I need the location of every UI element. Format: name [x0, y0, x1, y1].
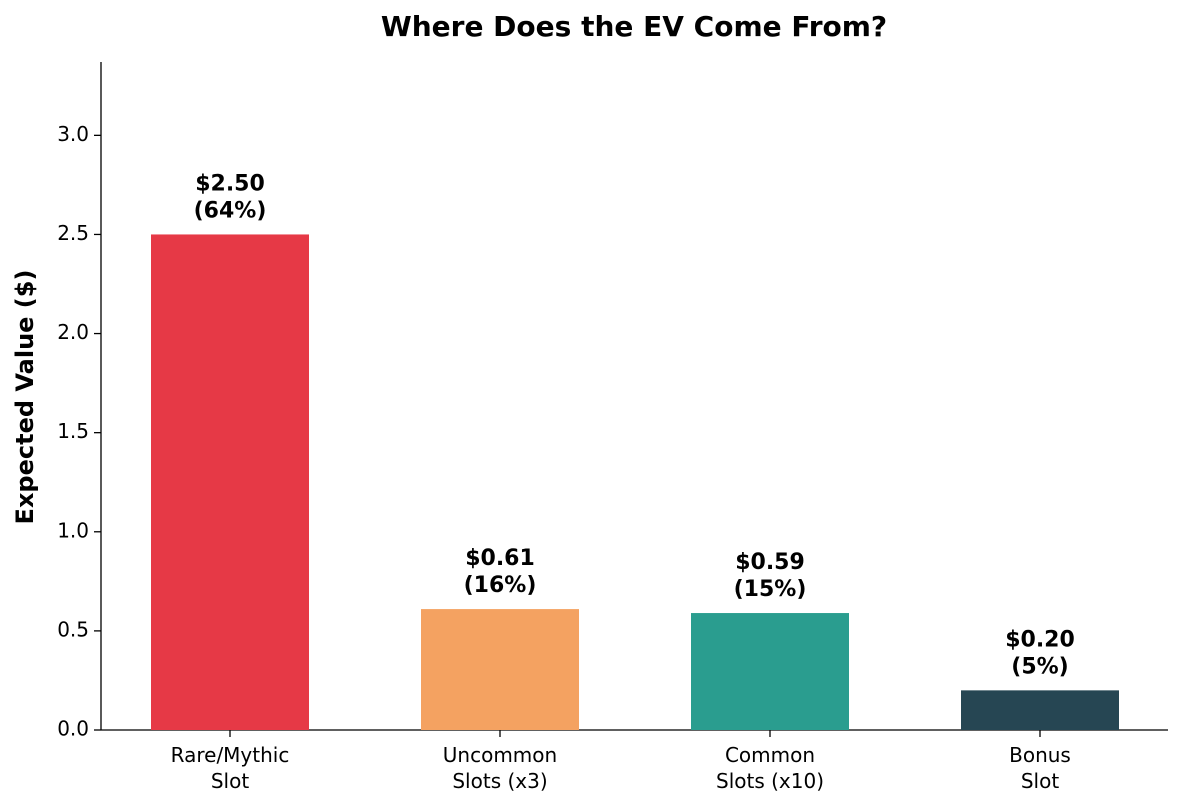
bar [151, 234, 309, 730]
y-axis-label: Expected Value ($) [11, 270, 39, 525]
x-tick-label: Rare/Mythic Slot [171, 743, 290, 793]
value-label: $0.61 (16%) [464, 546, 537, 598]
bar [691, 613, 849, 730]
bar [421, 609, 579, 730]
value-label: $0.20 (5%) [1005, 627, 1075, 679]
bar [961, 690, 1119, 730]
y-tick-label: 2.5 [57, 221, 89, 245]
chart-title: Where Does the EV Come From? [381, 10, 887, 43]
x-tick-label: Common Slots (x10) [716, 743, 824, 793]
x-tick-label: Uncommon Slots (x3) [443, 743, 557, 793]
y-tick-label: 1.0 [57, 518, 89, 542]
y-tick-label: 2.0 [57, 320, 89, 344]
y-tick-label: 3.0 [57, 122, 89, 146]
value-label: $2.50 (64%) [194, 171, 267, 223]
value-label: $0.59 (15%) [734, 550, 807, 602]
x-tick-label: Bonus Slot [1009, 743, 1071, 793]
y-tick-label: 1.5 [57, 419, 89, 443]
y-tick-label: 0.0 [57, 717, 89, 741]
y-tick-label: 0.5 [57, 617, 89, 641]
